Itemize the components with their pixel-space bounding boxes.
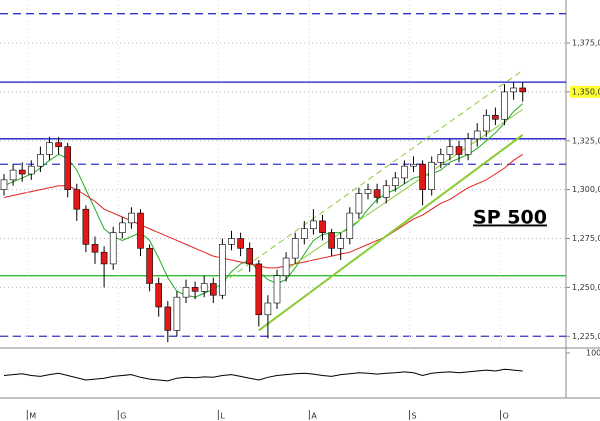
x-tick-label: M <box>29 412 36 421</box>
candle-body <box>146 247 153 284</box>
candle-body <box>282 257 290 276</box>
y-tick-label: 1,275,0 <box>572 234 600 243</box>
candle-body <box>82 208 90 245</box>
candle-body <box>391 177 399 187</box>
candle-body <box>264 302 272 316</box>
candle-body <box>401 165 408 179</box>
candle-body <box>319 220 326 233</box>
candle-body <box>155 283 162 308</box>
candle-body <box>27 165 35 175</box>
candle-body <box>419 163 426 190</box>
x-tick-label: L <box>220 412 225 421</box>
candle-body <box>210 283 217 296</box>
candle-body <box>228 238 235 245</box>
candle-body <box>200 283 208 292</box>
y-tick-label: 1,375,0 <box>572 39 600 48</box>
candle-body <box>410 163 417 167</box>
candle-body <box>237 238 244 249</box>
candle-body <box>128 212 135 224</box>
candle-body <box>100 251 108 265</box>
x-tick-label: G <box>120 412 126 421</box>
candle-body <box>109 232 117 265</box>
candle-body <box>501 91 508 120</box>
y-tick-label: 1,300,0 <box>572 185 600 194</box>
candle-body <box>18 169 26 175</box>
y-tick-label: 1,225,0 <box>572 332 600 341</box>
tick-highlight <box>570 85 600 98</box>
candle-body <box>64 146 71 190</box>
candle-body <box>382 185 390 198</box>
candle-body <box>437 154 445 163</box>
candle-body <box>91 244 99 253</box>
candle-body <box>73 189 81 210</box>
moving-average <box>3 103 524 298</box>
candle-body <box>46 142 53 155</box>
candle-body <box>328 232 335 249</box>
y-tick-label: 1,250,0 <box>572 283 600 292</box>
candle-body <box>291 238 299 259</box>
x-tick-label: O <box>503 412 509 421</box>
candle-body <box>446 146 454 155</box>
trendline <box>213 69 523 290</box>
candle-body <box>182 287 190 298</box>
trendline <box>258 134 524 332</box>
candle-body <box>337 238 345 249</box>
oscillator-line <box>3 368 523 382</box>
moving-average <box>3 154 523 269</box>
candle-body <box>492 115 499 120</box>
candle-body <box>273 275 281 304</box>
candle-body <box>364 189 372 194</box>
candle-body <box>519 87 527 93</box>
candle-body <box>482 115 490 132</box>
candle-body <box>137 212 144 249</box>
y-tick-label: 1,325,0 <box>572 136 600 145</box>
candle-body <box>300 228 308 239</box>
candle-body <box>473 130 481 140</box>
candle-body <box>37 154 44 167</box>
candle-body <box>219 244 226 296</box>
candle-body <box>55 142 62 147</box>
candle-body <box>246 247 253 265</box>
x-tick-label: S <box>412 412 417 421</box>
candle-body <box>164 306 172 331</box>
y-tick-label: 1,350,0 <box>572 87 600 96</box>
candle-body <box>355 193 363 214</box>
trendline <box>285 109 523 271</box>
candle-body <box>464 138 472 155</box>
x-tick-label: A <box>311 412 317 421</box>
chart-title: SP 500 <box>473 207 547 229</box>
candle-body <box>455 146 463 155</box>
candle-body <box>173 296 181 331</box>
candle-body <box>0 179 8 190</box>
candle-body <box>510 87 517 93</box>
candle-body <box>310 220 317 230</box>
candle-body <box>346 212 354 239</box>
candle-body <box>119 222 126 233</box>
candle-body <box>9 169 17 181</box>
candle-body <box>373 189 381 198</box>
candle-body <box>191 287 199 292</box>
candle-body <box>255 263 263 316</box>
osc-tick-label: 100 <box>586 349 600 358</box>
candle-body <box>428 161 436 190</box>
